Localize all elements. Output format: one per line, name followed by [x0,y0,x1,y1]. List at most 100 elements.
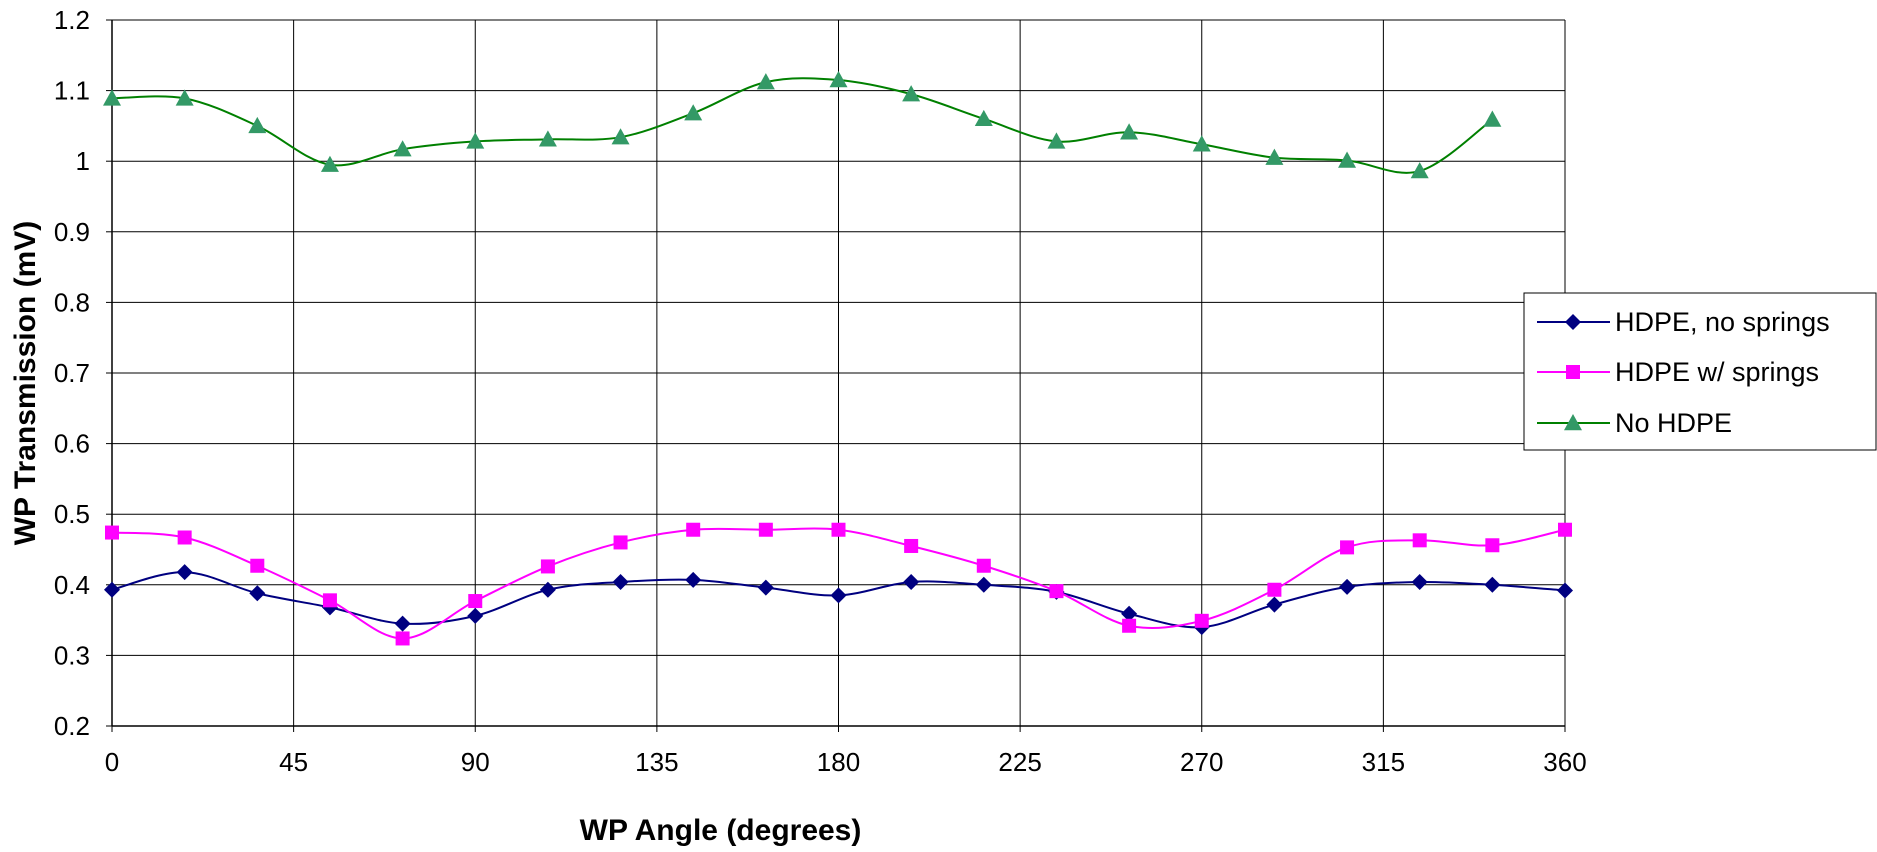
y-tick-label: 1.2 [54,5,90,35]
data-point-hdpe-no-springs [1484,576,1501,593]
data-point-no-hdpe [1047,132,1066,149]
data-point-hdpe-with-springs [395,631,410,646]
legend: HDPE, no springs HDPE w/ springs No HDPE [1523,292,1877,451]
data-point-hdpe-no-springs [1339,578,1356,595]
x-tick-label: 0 [105,747,119,777]
legend-item-hdpe-with-springs: HDPE w/ springs [1537,357,1819,387]
data-point-hdpe-with-springs [976,558,991,573]
data-point-hdpe-no-springs [612,573,629,590]
data-point-no-hdpe [320,155,339,172]
data-point-no-hdpe [1192,135,1211,152]
data-point-hdpe-with-springs [1267,582,1282,597]
data-point-hdpe-with-springs [1485,538,1500,553]
legend-marker-hdpe-with-springs [1566,365,1580,379]
data-point-hdpe-with-springs [686,522,701,537]
data-point-no-hdpe [684,104,703,121]
data-point-no-hdpe [1120,123,1139,140]
x-tick-label: 90 [461,747,490,777]
data-point-hdpe-with-springs [177,530,192,545]
data-point-no-hdpe [756,73,775,90]
y-tick-label: 0.7 [54,358,90,388]
data-point-no-hdpe [611,128,630,145]
axes [106,19,1566,732]
data-point-no-hdpe [538,130,557,147]
legend-marker-no-hdpe [1564,414,1582,431]
legend-marker-shape [1565,314,1581,330]
x-tick-label: 270 [1180,747,1223,777]
x-tick-label: 225 [998,747,1041,777]
data-point-hdpe-no-springs [539,581,556,598]
data-point-hdpe-no-springs [903,573,920,590]
data-point-hdpe-no-springs [1557,582,1573,599]
series-layer [103,71,1573,646]
data-point-hdpe-with-springs [613,535,628,550]
data-point-hdpe-no-springs [1266,596,1283,613]
tick-labels: 0 45 90 135 180 225 270 315 360 0.2 0.3 0.4 0.5 0.6 0.… [54,5,1587,777]
data-point-hdpe-with-springs [322,593,337,608]
data-point-hdpe-no-springs [104,581,120,598]
data-point-no-hdpe [1338,151,1357,168]
data-point-hdpe-with-springs [1194,613,1209,628]
data-point-hdpe-with-springs [540,559,555,574]
x-tick-label: 45 [279,747,308,777]
legend-label-no-hdpe: No HDPE [1615,408,1732,438]
y-tick-label: 0.5 [54,499,90,529]
data-point-hdpe-with-springs [758,522,773,537]
legend-item-no-hdpe: No HDPE [1537,408,1732,438]
y-tick-label: 0.9 [54,217,90,247]
data-point-hdpe-with-springs [1558,522,1572,537]
data-point-no-hdpe [1483,110,1502,127]
y-tick-label: 0.2 [54,711,90,741]
data-point-hdpe-no-springs [830,587,847,604]
series-hdpe-with-springs [105,522,1572,646]
data-point-hdpe-with-springs [1122,618,1137,633]
data-point-hdpe-no-springs [975,576,992,593]
data-point-hdpe-with-springs [1340,540,1355,555]
legend-label-hdpe-no-springs: HDPE, no springs [1615,307,1830,337]
data-point-hdpe-with-springs [904,538,919,553]
x-axis-title: WP Angle (degrees) [580,814,862,847]
y-tick-label: 1 [76,146,90,176]
data-point-hdpe-no-springs [394,615,411,632]
data-point-no-hdpe [248,116,267,134]
data-point-no-hdpe [902,85,921,102]
series-no-hdpe [103,71,1502,179]
x-tick-label: 315 [1362,747,1405,777]
data-point-hdpe-no-springs [685,571,702,588]
y-axis-title: WP Transmission (mV) [9,221,42,546]
data-point-no-hdpe [175,89,194,106]
x-tick-label: 360 [1543,747,1586,777]
data-point-hdpe-no-springs [1411,573,1428,590]
data-point-no-hdpe [1410,162,1429,179]
x-tick-label: 180 [817,747,860,777]
data-point-no-hdpe [393,140,412,157]
y-tick-label: 0.8 [54,287,90,317]
y-tick-label: 0.3 [54,640,90,670]
legend-label-hdpe-with-springs: HDPE w/ springs [1615,357,1819,387]
data-point-no-hdpe [103,89,121,106]
data-point-no-hdpe [466,132,485,149]
data-point-hdpe-with-springs [1412,533,1427,548]
y-tick-label: 1.1 [54,76,90,106]
data-point-hdpe-no-springs [467,607,484,624]
data-point-hdpe-with-springs [468,594,483,609]
data-point-hdpe-no-springs [757,579,774,596]
legend-marker-shape [1566,365,1580,379]
data-point-hdpe-no-springs [249,585,266,602]
x-tick-label: 135 [635,747,678,777]
legend-marker-shape [1564,414,1582,431]
data-point-no-hdpe [974,109,993,127]
data-point-no-hdpe [1265,148,1284,165]
data-point-hdpe-with-springs [1049,584,1064,599]
data-point-hdpe-with-springs [831,522,846,537]
y-tick-label: 0.4 [54,570,90,600]
data-point-hdpe-with-springs [250,558,265,573]
data-point-hdpe-no-springs [1121,605,1138,622]
y-tick-label: 0.6 [54,429,90,459]
legend-marker-hdpe-no-springs [1565,314,1581,330]
data-point-no-hdpe [829,71,848,88]
legend-item-hdpe-no-springs: HDPE, no springs [1537,307,1830,337]
data-point-hdpe-no-springs [176,564,193,581]
data-point-hdpe-with-springs [105,525,119,540]
